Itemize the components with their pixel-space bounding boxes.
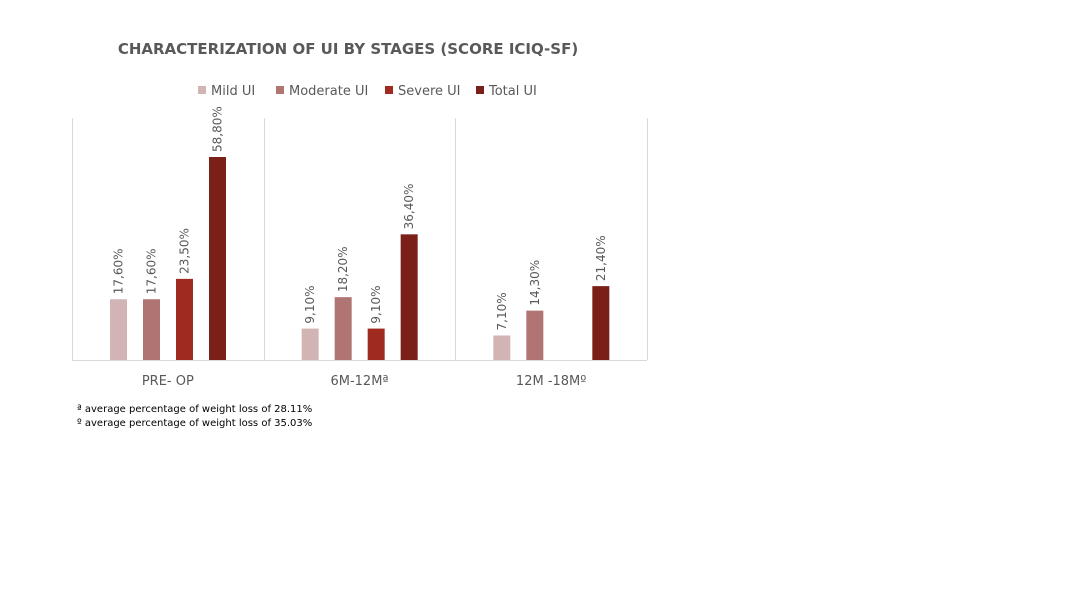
data-label: 17,60% (112, 248, 126, 294)
data-label: 14,30% (528, 260, 542, 306)
bars (110, 157, 610, 360)
data-label: 9,10% (303, 285, 317, 323)
data-label: 36,40% (402, 184, 416, 230)
bar (301, 328, 319, 360)
chart-title: CHARACTERIZATION OF UI BY STAGES (SCORE … (118, 40, 578, 58)
data-label: 58,80% (211, 106, 225, 152)
axes (72, 118, 648, 361)
category-labels: PRE- OP 6M-12Mª 12M -18Mº (142, 374, 587, 389)
legend-swatch (276, 86, 284, 94)
bar (400, 234, 418, 360)
category-label: 12M -18Mº (516, 374, 586, 389)
bar (526, 310, 544, 360)
data-label: 23,50% (178, 228, 192, 274)
data-label: 9,10% (369, 285, 383, 323)
legend-swatch (385, 86, 393, 94)
bar (334, 297, 352, 360)
bar (176, 278, 193, 360)
bar (209, 157, 226, 360)
data-label: 17,60% (145, 248, 159, 294)
category-label: PRE- OP (142, 374, 194, 389)
data-label: 21,40% (594, 235, 608, 281)
bar (367, 328, 385, 360)
legend-label: Moderate UI (289, 84, 368, 99)
category-label: 6M-12Mª (330, 374, 388, 389)
data-labels: 17,60% 17,60% 23,50% 58,80% 9,10% 18,20% 9,10%… (112, 106, 608, 330)
data-label: 7,10% (495, 292, 509, 330)
legend: Mild UI Moderate UI Severe UI Total UI (198, 84, 537, 99)
footnote-b: º average percentage of weight loss of 3… (77, 418, 312, 429)
bar (493, 335, 511, 360)
legend-swatch (198, 86, 206, 94)
bar (592, 286, 610, 360)
legend-swatch (476, 86, 484, 94)
legend-label: Severe UI (398, 84, 460, 99)
data-label: 18,20% (336, 246, 350, 292)
footnote-a: ª average percentage of weight loss of 2… (77, 404, 312, 415)
legend-label: Total UI (488, 84, 537, 99)
bar (143, 299, 160, 360)
bar (110, 299, 127, 360)
legend-label: Mild UI (211, 84, 255, 99)
